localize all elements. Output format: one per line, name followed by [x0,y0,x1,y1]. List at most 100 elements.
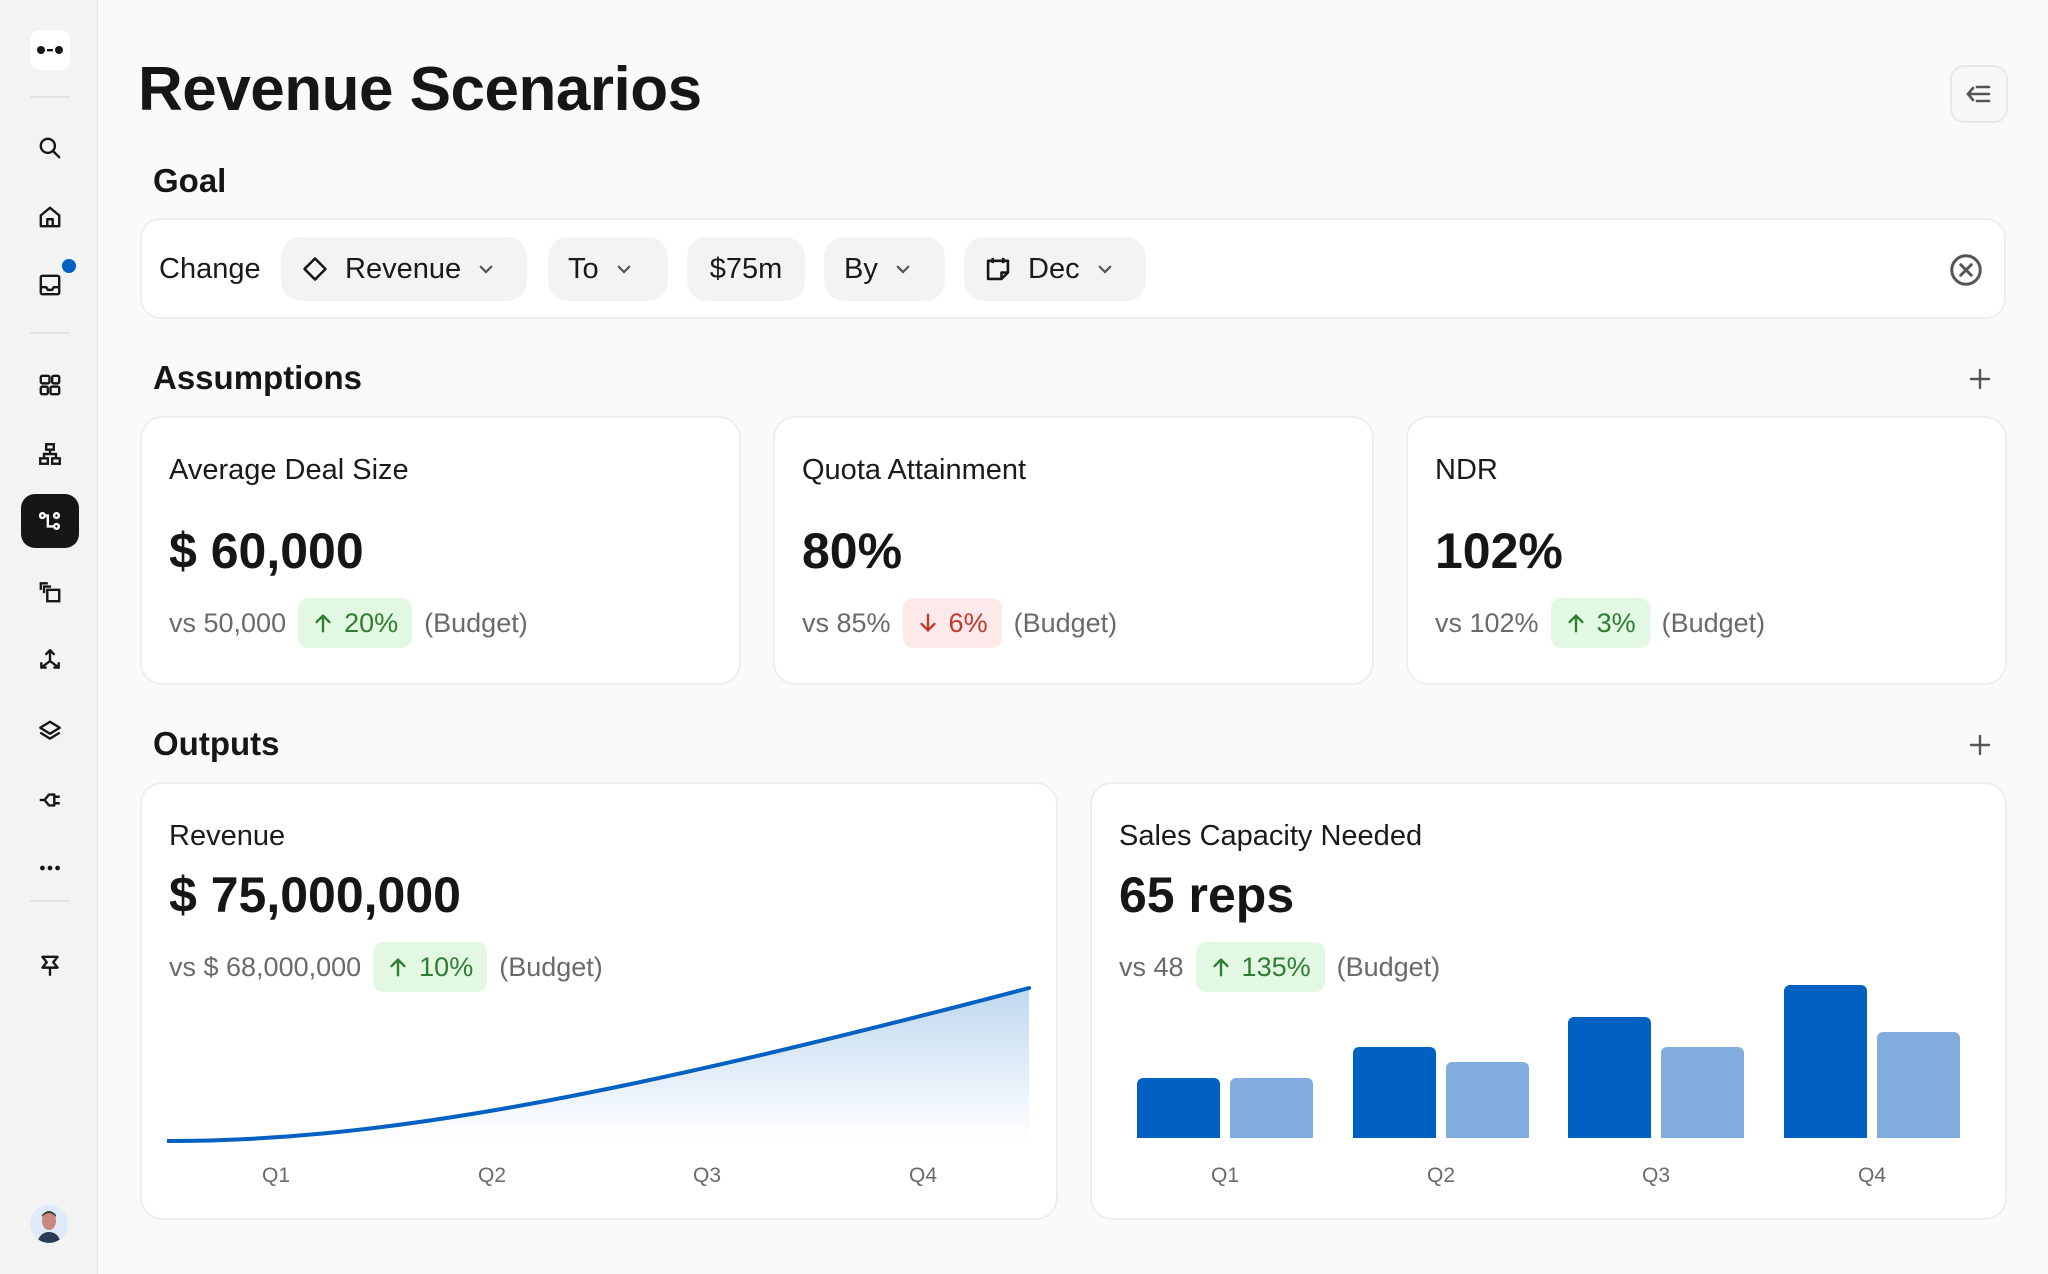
by-select-value: By [844,252,878,285]
assumption-card-deal-size[interactable]: Average Deal Size $ 60,000 vs 50,000 20%… [140,416,741,685]
baseline-label: (Budget) [1336,951,1441,982]
x-axis-label: Q1 [1210,1164,1240,1187]
bar-q1-scenario [1137,1078,1220,1138]
copy-icon [39,582,61,603]
sidebar-item-copies[interactable] [21,565,79,619]
org-chart-icon [39,443,61,465]
plug-icon [39,793,60,807]
sidebar-divider [30,332,70,334]
main-content: Revenue Scenarios Goal Change Revenue To… [98,0,2048,1274]
add-output-button[interactable] [1960,725,2000,765]
sidebar-item-more[interactable] [21,841,79,895]
sidebar-item-layers[interactable] [21,704,79,758]
bar-q2-scenario [1353,1047,1436,1138]
compare-value: vs $ 68,000,000 [169,951,362,982]
sidebar-item-pinned[interactable] [21,939,79,993]
card-title: NDR [1435,454,1498,486]
delta-badge: 6% [902,598,1002,648]
x-axis-label: Q2 [477,1164,507,1187]
assumption-card-quota[interactable]: Quota Attainment 80% vs 85% 6% (Budget) [773,416,1374,685]
delta-badge: 135% [1195,942,1325,992]
inbox-icon [39,274,61,296]
bar-q2-budget [1446,1062,1529,1138]
sidebar-item-home[interactable] [21,190,79,244]
target-value-input[interactable]: $75m [687,237,805,301]
output-card-sales-capacity[interactable]: Sales Capacity Needed 65 reps vs 48 135%… [1090,782,2007,1220]
baseline-label: (Budget) [1013,607,1118,638]
output-card-revenue[interactable]: Revenue $ 75,000,000 vs $ 68,000,000 10%… [140,782,1058,1220]
assumption-card-ndr[interactable]: NDR 102% vs 102% 3% (Budget) [1406,416,2007,685]
metric-select[interactable]: Revenue [281,237,527,301]
compare-value: vs 102% [1435,607,1539,638]
flow-icon [38,512,61,530]
sidebar-item-dashboards[interactable] [21,358,79,412]
bar-q4-scenario [1784,985,1867,1138]
sidebar-divider [30,900,70,902]
x-axis-label: Q1 [261,1164,291,1187]
arrow-down-icon [919,613,936,633]
bar-q3-scenario [1568,1017,1651,1138]
compare-value: vs 50,000 [169,607,287,638]
sidebar [0,0,98,1274]
arrow-up-icon [315,613,331,633]
x-axis-label: Q4 [1857,1164,1887,1187]
x-axis-label: Q4 [908,1164,938,1187]
sidebar-item-integrations[interactable] [21,773,79,827]
section-goal-label: Goal [153,162,227,199]
arrow-up-icon [1212,957,1229,977]
direction-select-value: To [568,252,599,285]
collapse-panel-button[interactable] [1950,65,2008,123]
diamond-icon [303,257,327,281]
pin-icon [41,955,59,976]
delta-badge: 3% [1550,598,1650,648]
sidebar-item-scenarios[interactable] [21,494,79,548]
user-avatar[interactable] [30,1205,68,1243]
bar-q3-budget [1661,1047,1744,1138]
card-comparison: vs 50,000 20% (Budget) [169,598,528,648]
x-axis-label: Q3 [692,1164,722,1187]
plus-icon [1969,734,1991,756]
search-icon [39,137,61,159]
card-value: $ 75,000,000 [169,867,461,923]
delta-badge: 20% [298,598,413,648]
x-axis-label: Q2 [1426,1164,1456,1187]
compare-value: vs 48 [1119,951,1184,982]
sidebar-item-inbox[interactable] [21,258,79,312]
home-icon [39,206,61,228]
add-assumption-button[interactable] [1960,359,2000,399]
card-value: $ 60,000 [169,523,364,579]
by-select[interactable]: By [824,237,945,301]
baseline-label: (Budget) [424,607,528,638]
metric-select-value: Revenue [345,252,462,285]
delta-value: 20% [344,607,399,638]
clear-goal-icon[interactable] [1948,252,1984,288]
layers-icon [39,720,61,740]
card-title: Average Deal Size [169,454,409,486]
sidebar-item-search[interactable] [21,121,79,175]
card-title: Quota Attainment [802,454,1027,486]
chevron-down-icon [617,265,631,274]
delta-badge: 10% [373,942,488,992]
sidebar-item-hierarchy[interactable] [21,427,79,481]
baseline-label: (Budget) [1661,607,1766,638]
x-axis-label: Q3 [1641,1164,1671,1187]
bar-q4-budget [1877,1032,1960,1138]
chevron-down-icon [1098,265,1111,274]
card-value: 65 reps [1119,867,1295,923]
delta-value: 135% [1241,951,1311,982]
chevron-down-icon [479,265,493,274]
baseline-label: (Budget) [499,951,603,982]
section-assumptions-label: Assumptions [153,359,363,396]
period-select[interactable]: Dec [964,237,1146,301]
direction-select[interactable]: To [548,237,668,301]
more-icon [40,865,60,871]
avatar-icon [30,1205,68,1243]
grid-icon [39,374,61,396]
card-comparison: vs 85% 6% (Budget) [802,598,1117,648]
app-logo[interactable] [30,30,70,70]
card-value: 80% [802,523,903,579]
sidebar-item-merge[interactable] [21,633,79,687]
plus-icon [1969,368,1991,390]
revenue-area-chart [167,986,1031,1143]
page-title: Revenue Scenarios [138,55,702,124]
